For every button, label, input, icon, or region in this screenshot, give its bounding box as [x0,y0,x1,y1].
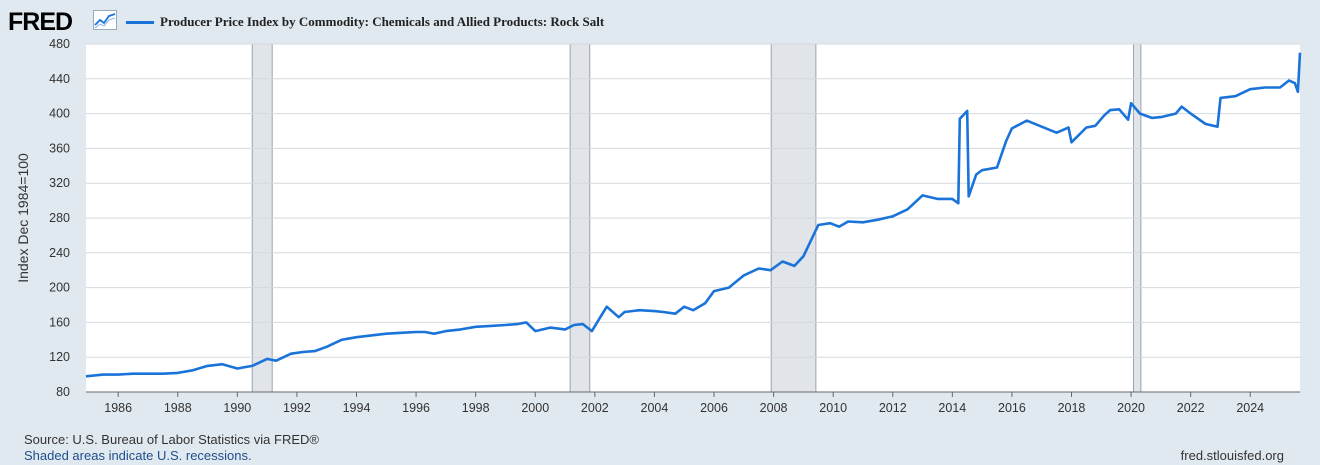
y-tick-label: 280 [49,211,70,225]
y-tick-label: 240 [49,246,70,260]
y-axis-label: Index Dec 1984=100 [15,153,31,283]
x-tick-label: 2006 [700,401,728,415]
x-tick-label: 2010 [819,401,847,415]
x-axis-ticks: 1986 1988 1990 1992 1994 1996 1998 2000 2002 2004… [104,392,1264,415]
x-tick-label: 2020 [1117,401,1145,415]
y-tick-label: 200 [49,281,70,295]
fred-logo[interactable]: FRED [8,8,73,36]
chart-legend: Producer Price Index by Commodity: Chemi… [126,14,604,30]
x-tick-label: 2012 [879,401,907,415]
x-tick-label: 2018 [1058,401,1086,415]
x-tick-label: 2014 [938,401,966,415]
y-tick-label: 320 [49,176,70,190]
x-tick-label: 1986 [104,401,132,415]
source-note: Source: U.S. Bureau of Labor Statistics … [24,432,319,447]
recession-note[interactable]: Shaded areas indicate U.S. recessions. [24,448,252,463]
grid-lines [86,43,1300,393]
y-tick-label: 120 [49,350,70,364]
x-tick-label: 2016 [998,401,1026,415]
y-axis-ticks: 80 120 160 200 240 280 320 360 400 440 480 [49,37,70,399]
x-tick-label: 1990 [223,401,251,415]
y-tick-label: 480 [49,37,70,51]
y-tick-label: 440 [49,72,70,86]
x-tick-label: 2022 [1177,401,1205,415]
x-tick-label: 2004 [641,401,669,415]
x-tick-label: 1998 [462,401,490,415]
x-tick-label: 1992 [283,401,311,415]
series-line[interactable] [85,52,1302,378]
x-tick-label: 2002 [581,401,609,415]
trend-line-icon [93,10,117,30]
x-tick-label: 1996 [402,401,430,415]
legend-label: Producer Price Index by Commodity: Chemi… [160,14,605,29]
x-tick-label: 2024 [1236,401,1264,415]
x-tick-label: 1994 [343,401,371,415]
x-tick-label: 2008 [760,401,788,415]
x-tick-label: 1988 [164,401,192,415]
site-link[interactable]: fred.stlouisfed.org [1180,448,1284,463]
y-tick-label: 80 [56,385,70,399]
x-tick-label: 2000 [521,401,549,415]
chart-header: FRED Producer Price Index by Commodity: … [8,6,1308,36]
legend-swatch [126,20,154,24]
y-tick-label: 160 [49,315,70,329]
y-tick-label: 360 [49,141,70,155]
y-tick-label: 400 [49,107,70,121]
